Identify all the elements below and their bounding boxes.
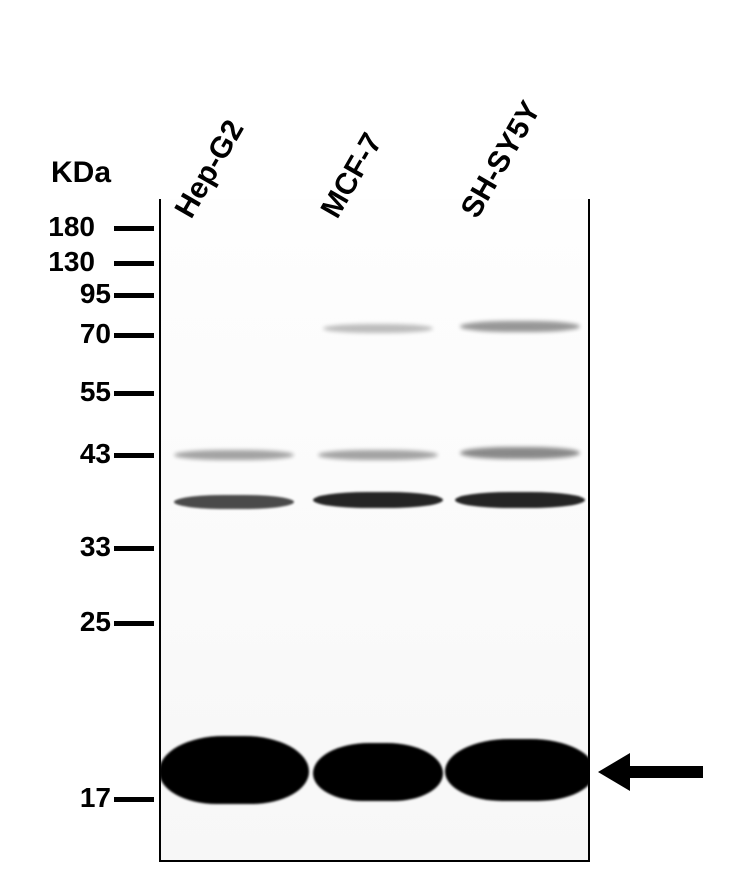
- nonspecific-band: [174, 450, 294, 460]
- target-band: [313, 743, 443, 801]
- mw-label-17: 17: [56, 782, 111, 814]
- mw-label-33: 33: [56, 531, 111, 563]
- nonspecific-band: [323, 324, 433, 333]
- mw-tick-17: [114, 797, 154, 802]
- mw-label-180: 180: [40, 211, 95, 243]
- mw-label-130: 130: [40, 246, 95, 278]
- mw-tick-70: [114, 333, 154, 338]
- nonspecific-band: [313, 492, 443, 508]
- mw-tick-55: [114, 391, 154, 396]
- kda-heading: KDa: [51, 156, 111, 190]
- nonspecific-band: [455, 492, 585, 508]
- blot-membrane: [159, 199, 590, 862]
- mw-label-25: 25: [56, 606, 111, 638]
- nonspecific-band: [460, 321, 580, 332]
- mw-label-95: 95: [56, 278, 111, 310]
- mw-tick-95: [114, 293, 154, 298]
- mw-label-43: 43: [56, 438, 111, 470]
- mw-label-70: 70: [56, 318, 111, 350]
- mw-tick-180: [114, 226, 154, 231]
- mw-tick-33: [114, 546, 154, 551]
- nonspecific-band: [174, 495, 294, 509]
- nonspecific-band: [460, 447, 580, 459]
- mw-tick-130: [114, 261, 154, 266]
- mw-label-55: 55: [56, 376, 111, 408]
- mw-tick-43: [114, 453, 154, 458]
- nonspecific-band: [318, 450, 438, 460]
- figure-container: KDa 18013095705543332517Hep-G2MCF-7SH-SY…: [0, 0, 737, 887]
- mw-tick-25: [114, 621, 154, 626]
- target-band-arrow: [598, 751, 735, 793]
- target-band: [159, 736, 309, 804]
- target-band: [445, 739, 590, 801]
